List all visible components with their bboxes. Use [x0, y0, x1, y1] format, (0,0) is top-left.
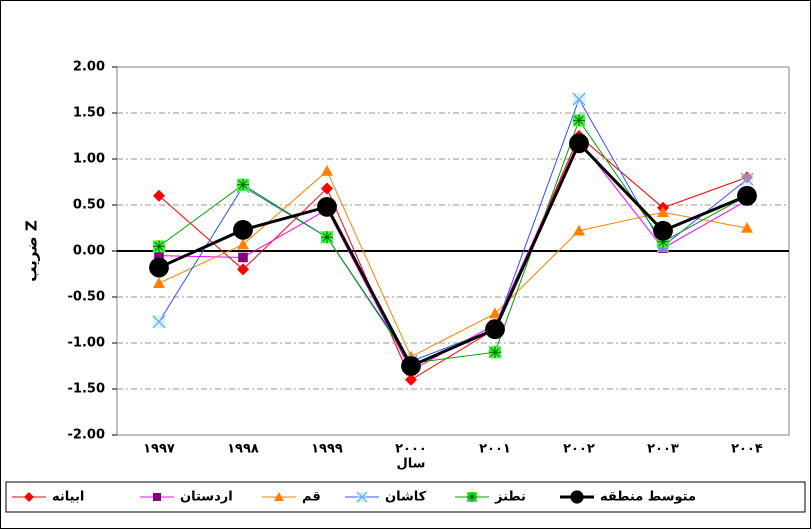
marker-part	[153, 315, 165, 328]
y-tick-label: -1.50	[68, 382, 105, 397]
marker	[570, 490, 584, 504]
series-line	[158, 119, 748, 364]
y-tick-label: 0.50	[73, 198, 105, 213]
marker	[489, 346, 501, 359]
y-tick-label: 2.00	[73, 60, 105, 75]
marker-part	[573, 93, 585, 106]
marker	[356, 491, 368, 503]
marker	[153, 277, 165, 288]
x-tick-label: ۲۰۰۲	[563, 442, 595, 457]
marker	[569, 133, 589, 154]
marker	[153, 189, 165, 202]
x-tick-label: ۱۹۹۷	[143, 442, 175, 457]
x-tick-label: ۲۰۰۱	[479, 442, 511, 457]
marker	[657, 206, 669, 218]
marker	[405, 373, 417, 386]
marker	[489, 307, 501, 319]
legend-box	[5, 481, 806, 513]
marker	[573, 114, 585, 127]
y-tick-label: 1.50	[73, 106, 105, 121]
marker	[233, 219, 253, 240]
marker	[321, 164, 333, 176]
series-line	[158, 135, 748, 381]
marker	[485, 319, 505, 340]
series-line	[158, 140, 748, 368]
marker-part	[741, 173, 753, 186]
marker	[467, 492, 477, 502]
marker-part	[321, 231, 333, 244]
marker	[321, 182, 333, 195]
marker	[24, 492, 34, 502]
marker	[153, 493, 161, 501]
marker	[237, 178, 249, 191]
marker	[149, 257, 169, 278]
marker	[237, 263, 249, 276]
marker	[740, 172, 754, 186]
marker	[154, 250, 164, 261]
x-tick-label: ۲۰۰۳	[647, 442, 679, 457]
marker	[238, 252, 248, 263]
x-tick-label: ۲۰۰۴	[731, 442, 763, 457]
marker	[274, 492, 284, 501]
marker	[317, 196, 337, 217]
marker	[572, 92, 586, 106]
x-tick-label: ۱۹۹۹	[311, 442, 343, 457]
marker-part	[357, 492, 367, 502]
legend-label: متوسط منطقه	[600, 490, 696, 505]
legend-label: اردستان	[180, 490, 233, 505]
y-tick-label: 1.00	[73, 152, 105, 167]
marker	[653, 220, 673, 241]
marker-part	[657, 235, 669, 248]
x-tick-label: ۲۰۰۰	[395, 442, 427, 457]
marker-part	[467, 492, 477, 502]
series	[149, 133, 757, 376]
legend-label: نطنز	[494, 490, 526, 505]
y-axis-title: ضریب Z	[23, 220, 41, 282]
legend-label: کاشان	[385, 490, 427, 505]
marker-part	[573, 114, 585, 127]
y-tick-label: -0.50	[68, 290, 105, 305]
marker	[737, 185, 757, 206]
x-tick-label: ۱۹۹۸	[227, 442, 259, 457]
x-axis-title: سال	[397, 457, 426, 472]
marker-part	[237, 178, 249, 191]
marker	[321, 231, 333, 244]
legend-label: ابیانه	[52, 490, 84, 505]
marker	[237, 238, 249, 250]
y-tick-label: -1.00	[68, 336, 105, 351]
marker	[153, 240, 165, 253]
marker	[152, 315, 166, 329]
y-tick-label: 0.00	[73, 244, 105, 259]
marker	[573, 224, 585, 236]
marker-part	[153, 240, 165, 253]
y-tick-label: -2.00	[68, 428, 105, 443]
marker	[401, 356, 421, 376]
marker-part	[489, 346, 501, 359]
marker	[741, 222, 753, 233]
legend-label: قم	[302, 490, 321, 505]
